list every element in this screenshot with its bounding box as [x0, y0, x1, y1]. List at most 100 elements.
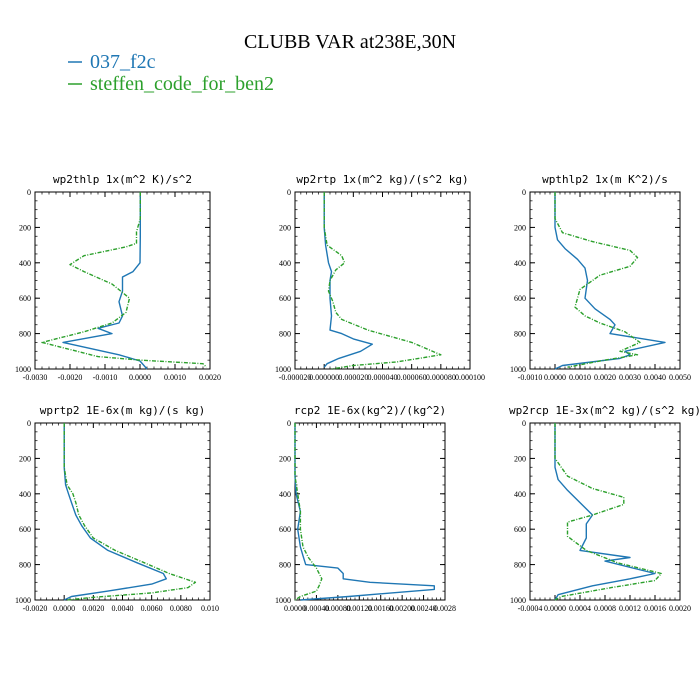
y-tick-label: 1000: [275, 365, 291, 374]
x-tick-label: 0.0028: [434, 604, 456, 613]
series-line-steffen: [63, 423, 197, 601]
x-tick-label: 0.0000: [53, 604, 75, 613]
x-tick-label: 0.00240: [411, 604, 437, 613]
x-tick-label: 0.0000: [544, 373, 566, 382]
panel: wp2rtp 1x(m^2 kg)/(s^2 kg) 0 200 400 600 800 1…: [275, 173, 485, 382]
x-tick-label: 0.000060: [397, 373, 427, 382]
series-line-steffen: [41, 192, 207, 368]
y-tick-label: 0: [287, 419, 291, 428]
x-tick-label: 0.0000: [544, 604, 566, 613]
x-tick-label: 0.000040: [368, 373, 398, 382]
y-tick-label: 200: [279, 454, 291, 463]
y-tick-label: 400: [514, 490, 526, 499]
y-tick-label: 600: [514, 294, 526, 303]
y-tick-label: 800: [19, 330, 31, 339]
y-tick-label: 0: [522, 419, 526, 428]
panel-title: wp2rcp 1E-3x(m^2 kg)/(s^2 kg): [509, 404, 700, 417]
x-tick-label: 0.000100: [455, 373, 485, 382]
x-tick-label: 0.00160: [368, 604, 394, 613]
x-tick-label: 0.0008: [594, 604, 616, 613]
legend-label: 037_f2c: [90, 51, 156, 73]
legend-label: steffen_code_for_ben2: [90, 73, 274, 95]
x-tick-label: 0.0020: [594, 373, 616, 382]
panel: wp2rcp 1E-3x(m^2 kg)/(s^2 kg) 0 200 400 600 8…: [509, 404, 700, 613]
plot-frame: [294, 191, 471, 370]
x-tick-label: -0.0030: [23, 373, 48, 382]
y-tick-label: 0: [522, 188, 526, 197]
x-tick-label: 0.0040: [644, 373, 666, 382]
series-line-037: [294, 423, 435, 601]
panel-title: rcp2 1E-6x(kg^2)/(kg^2): [294, 404, 446, 417]
panel-title: wp2rtp 1x(m^2 kg)/(s^2 kg): [296, 173, 468, 186]
x-tick-label: 0.0020: [669, 604, 691, 613]
y-tick-label: 800: [514, 561, 526, 570]
panel-title: wpthlp2 1x(m K^2)/s: [542, 173, 668, 186]
legend-entry: steffen_code_for_ben2: [68, 73, 274, 95]
y-tick-label: 1000: [510, 596, 526, 605]
x-tick-label: 0.0060: [141, 604, 163, 613]
x-tick-label: 0.00080: [325, 604, 351, 613]
figure-title: CLUBB VAR at238E,30N: [244, 31, 456, 53]
y-tick-label: 1000: [15, 365, 31, 374]
x-tick-label: 0.0016: [644, 604, 666, 613]
y-tick-label: 600: [279, 294, 291, 303]
y-tick-label: 200: [514, 223, 526, 232]
panel: wpthlp2 1x(m K^2)/s 0 200 400 600 800 1000-0.0…: [510, 173, 691, 382]
x-tick-label: -0.0010: [93, 373, 118, 382]
x-tick-label: 0.0030: [619, 373, 641, 382]
panel-title: wp2thlp 1x(m^2 K)/s^2: [53, 173, 192, 186]
x-tick-label: 0.000000: [309, 373, 339, 382]
y-tick-label: 800: [19, 561, 31, 570]
panel: rcp2 1E-6x(kg^2)/(kg^2)0 200 400 600 800 1000…: [275, 404, 456, 613]
y-tick-label: 1000: [275, 596, 291, 605]
y-tick-label: 200: [514, 454, 526, 463]
series-line-steffen: [554, 423, 662, 601]
panel: wprtp2 1E-6x(m kg)/(s kg) 0 200 400 600 800 10…: [15, 404, 219, 613]
y-tick-label: 0: [27, 419, 31, 428]
x-tick-label: 0.00040: [303, 604, 329, 613]
x-tick-label: 0.0020: [199, 373, 221, 382]
x-tick-label: -0.0020: [58, 373, 83, 382]
y-tick-label: 600: [279, 525, 291, 534]
series-line-steffen: [554, 192, 641, 368]
y-tick-label: 800: [514, 330, 526, 339]
x-tick-label: -0.0010: [518, 373, 543, 382]
series-line-037: [554, 423, 656, 601]
x-tick-label: 0.000080: [426, 373, 456, 382]
y-tick-label: 400: [19, 490, 31, 499]
plot-frame: [529, 191, 681, 370]
x-tick-label: -0.0004: [518, 604, 543, 613]
y-tick-label: 200: [279, 223, 291, 232]
y-tick-label: 400: [19, 259, 31, 268]
y-tick-label: 600: [19, 525, 31, 534]
x-tick-label: 0.0020: [82, 604, 104, 613]
x-tick-label: 0.0000: [284, 604, 306, 613]
y-tick-label: 800: [279, 330, 291, 339]
y-tick-label: 1000: [15, 596, 31, 605]
x-tick-label: 0.0050: [669, 373, 691, 382]
x-tick-label: -0.0020: [23, 604, 48, 613]
series-line-steffen: [294, 423, 323, 601]
x-tick-label: 0.00120: [346, 604, 372, 613]
series-line-steffen: [323, 192, 442, 370]
x-tick-label: 0.0000: [129, 373, 151, 382]
x-tick-label: 0.000020: [338, 373, 368, 382]
x-tick-label: 0.0004: [569, 604, 591, 613]
x-tick-label: 0.0010: [569, 373, 591, 382]
x-tick-label: 0.0010: [164, 373, 186, 382]
series-line-037: [63, 423, 168, 601]
series-line-037: [554, 192, 666, 370]
y-tick-label: 800: [279, 561, 291, 570]
series-line-037: [62, 192, 148, 370]
panel-title: wprtp2 1E-6x(m kg)/(s kg): [40, 404, 206, 417]
x-tick-label: 0.0040: [112, 604, 134, 613]
panel: wp2thlp 1x(m^2 K)/s^202004006008001000-0…: [15, 173, 221, 382]
y-tick-label: 0: [287, 188, 291, 197]
y-tick-label: 400: [279, 490, 291, 499]
y-tick-label: 200: [19, 223, 31, 232]
x-tick-label: 0.010: [201, 604, 219, 613]
plot-frame: [294, 422, 446, 601]
y-tick-label: 400: [514, 259, 526, 268]
y-tick-label: 1000: [510, 365, 526, 374]
y-tick-label: 600: [514, 525, 526, 534]
